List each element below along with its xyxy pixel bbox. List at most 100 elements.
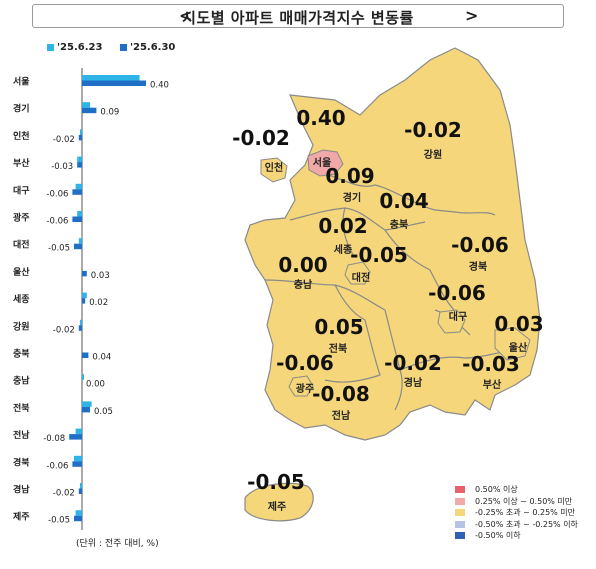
map-value-label: 0.03 [494,312,543,336]
bar-curr [72,216,82,222]
gwangju-shape [288,375,314,397]
map-region-label: 강원 [424,148,442,161]
category-label: 세종 [13,293,30,305]
bar-curr [78,325,82,331]
category-label: 광주 [13,212,30,224]
category-label: 경기 [13,103,30,115]
map-region-label: 경북 [469,260,487,273]
daejeon-shape [344,261,371,285]
value-label: -0.06 [46,461,68,471]
value-label: 0.04 [92,353,111,363]
seoul-shape [307,149,344,177]
value-label: -0.03 [51,162,73,172]
map-legend: 0.50% 이상 0.25% 이상 ~ 0.50% 미만 -0.25% 초과 ~… [455,484,578,542]
map-region-label: 충북 [390,218,408,231]
map-region-label: 충남 [294,278,313,291]
map-region-label: 서울 [313,156,331,169]
bar-curr [69,434,82,440]
map-value-label: -0.02 [384,351,442,375]
bar-prev [82,292,87,299]
map-value-label: 0.40 [296,106,345,130]
value-label: -0.05 [48,516,70,526]
category-label: 대전 [13,239,30,251]
value-label: 0.05 [94,407,113,417]
map-legend-swatch [455,509,465,517]
map-legend-row: -0.50% 초과 ~ -0.25% 이하 [455,519,578,531]
map-value-label: 0.00 [278,253,327,277]
legend-label-curr: '25.6.30 [129,42,176,53]
map-region-label: 제주 [268,500,286,513]
map-legend-label: -0.50% 이하 [475,531,521,541]
bar-prev [82,374,84,380]
mainland-shape [244,47,541,441]
map-value-label: -0.06 [451,233,509,257]
map-region-label: 광주 [296,383,314,395]
value-label: 0.09 [100,108,119,118]
page-title: 시도별 아파트 매매가격지수 변동률 [182,9,414,27]
bar-prev [82,401,92,407]
bar-prev [80,483,82,489]
map-legend-swatch [455,520,465,528]
category-label: 강원 [13,320,30,332]
map-region-label: 대전 [352,271,370,284]
map-value-label: 0.05 [314,315,363,339]
map-value-label: -0.02 [232,126,290,150]
map-legend-label: -0.50% 초과 ~ -0.25% 이하 [475,519,578,529]
category-label: 경남 [13,484,30,496]
bar-prev [80,319,82,326]
category-label: 부산 [13,157,30,169]
bar-chart: 서울 0.40 경기 0.09 인천 -0.02 부산 -0.03 대구 -0.06 광주 -0.06… [13,68,169,530]
map-region-label: 대구 [449,310,467,323]
legend-label-prev: '25.6.23 [57,42,103,53]
map-value-label: -0.08 [312,382,370,406]
bar-curr [74,243,82,250]
value-label: 0.03 [91,271,110,281]
map-legend-label: 0.25% 이상 ~ 0.50% 미만 [475,496,573,506]
value-label: 0.40 [150,81,169,91]
bar-prev [75,183,82,190]
map-region-label: 세종 [334,243,352,256]
map-value-label: -0.05 [247,470,305,494]
map-value-label: -0.03 [462,352,520,376]
bar-prev [82,102,90,108]
left-arrow-icon: < [179,6,193,25]
right-arrow-icon: > [465,6,479,25]
map-legend-row: -0.25% 초과 ~ 0.25% 미만 [455,507,578,519]
legend-swatch-curr [119,43,127,51]
incheon-shape [260,157,288,183]
map-legend-swatch [455,497,465,505]
bar-prev [78,238,82,244]
map-legend-row: -0.50% 이하 [455,530,578,542]
bar-curr [77,162,82,168]
unit-note: (단위 : 전주 대비, %) [76,539,159,549]
daegu-shape [437,309,466,334]
map-value-label: 0.04 [379,189,428,213]
bar-curr [82,298,86,304]
map-region-label: 경기 [343,191,361,204]
map-value-label: 0.09 [325,164,374,188]
map-value-label: -0.06 [428,281,486,305]
bar-curr [82,406,90,413]
map-legend-label: 0.50% 이상 [475,485,518,495]
map-legend-swatch [455,486,465,494]
category-label: 대구 [13,184,30,196]
category-label: 울산 [13,266,30,278]
map-region-label: 부산 [483,378,502,391]
value-label: -0.02 [53,135,75,145]
map-legend-label: -0.25% 초과 ~ 0.25% 미만 [475,508,576,518]
value-label: 0.00 [86,380,105,390]
bar-curr [82,107,97,114]
category-label: 전남 [13,429,30,441]
map-region-label: 울산 [509,341,528,354]
map-value-label: -0.02 [404,118,462,142]
map-value-label: 0.02 [318,214,367,238]
legend-item-prev: '25.6.23 [47,42,102,53]
value-label: -0.02 [53,489,75,499]
map-value-label: -0.06 [276,351,334,375]
bar-legend: '25.6.23 '25.6.30 [47,42,189,53]
bar-prev [77,211,82,217]
ulsan-shape [494,327,531,361]
map-legend-row: 0.25% 이상 ~ 0.50% 미만 [455,496,578,508]
category-label: 경북 [13,456,30,468]
value-label: -0.08 [43,434,65,444]
